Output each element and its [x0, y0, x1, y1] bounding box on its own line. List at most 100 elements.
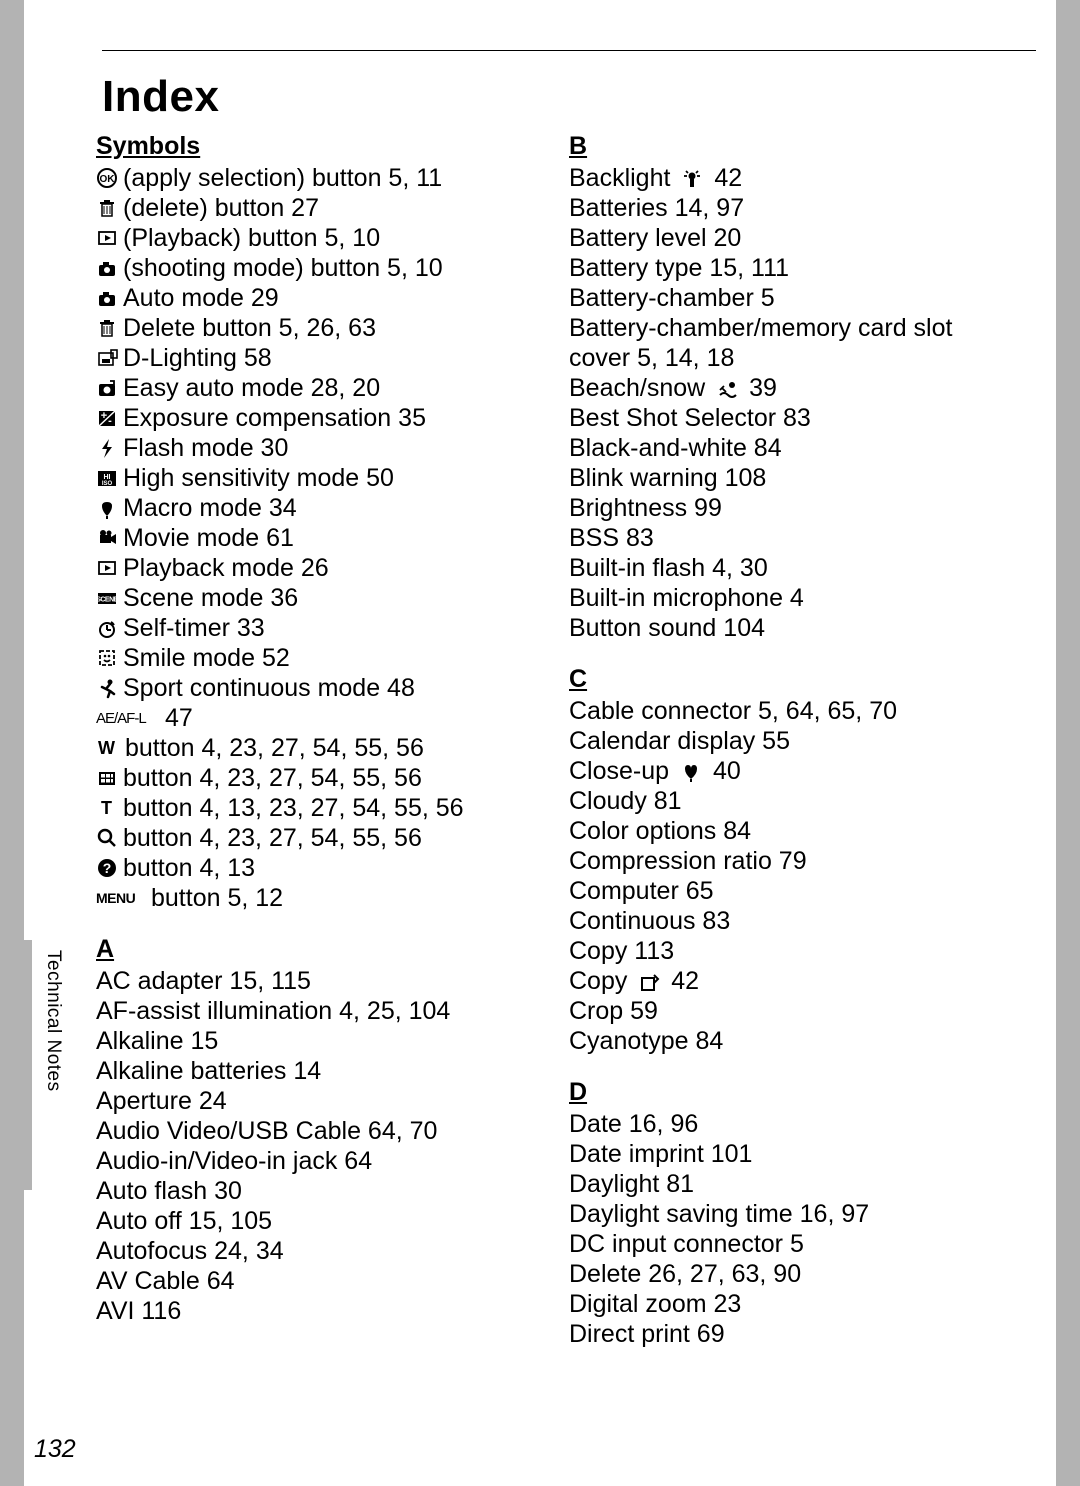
index-entry: Alkaline batteries 14	[96, 1056, 543, 1086]
index-entry-text: button 4, 13, 23, 27, 54, 55, 56	[123, 793, 464, 823]
index-content: Symbols (apply selection) button 5, 11(d…	[96, 132, 1016, 1349]
index-entry-text: Battery type 15, 111	[569, 254, 789, 282]
w-icon	[96, 737, 120, 759]
help-icon	[96, 857, 118, 879]
index-entry-text: Best Shot Selector 83	[569, 404, 811, 432]
play-box-icon	[96, 557, 118, 579]
index-entry-text: AC adapter 15, 115	[96, 966, 311, 996]
page-number: 132	[34, 1435, 76, 1464]
index-entry: Flash mode 30	[96, 433, 543, 463]
trash-icon	[96, 197, 118, 219]
index-entry: Battery level 20	[569, 223, 1016, 253]
index-entry-text: Easy auto mode 28, 20	[123, 373, 380, 403]
index-entry: Date imprint 101	[569, 1139, 1016, 1169]
index-entry-text: button 4, 13	[123, 853, 255, 883]
index-entry: Batteries 14, 97	[569, 193, 1016, 223]
index-entry-text: Date imprint 101	[569, 1140, 752, 1168]
index-entry-text: Computer 65	[569, 877, 714, 905]
index-entry-text: button 4, 23, 27, 54, 55, 56	[123, 763, 422, 793]
index-entry-text: Button sound 104	[569, 614, 765, 642]
index-entry: Close-up 40	[569, 756, 1016, 786]
index-entry-text: button 4, 23, 27, 54, 55, 56	[125, 733, 424, 763]
index-entry-text: Sport continuous mode 48	[123, 673, 415, 703]
trash-icon	[96, 317, 118, 339]
index-entry-text: Aperture 24	[96, 1086, 227, 1116]
index-entry: High sensitivity mode 50	[96, 463, 543, 493]
index-entry: button 5, 12	[96, 883, 543, 913]
index-entry-text: Playback mode 26	[123, 553, 329, 583]
index-entry-text: Continuous 83	[569, 907, 730, 935]
index-entry: Cable connector 5, 64, 65, 70	[569, 696, 1016, 726]
index-entry: Battery-chamber 5	[569, 283, 1016, 313]
index-entry: Audio Video/USB Cable 64, 70	[96, 1116, 543, 1146]
beach-icon	[716, 378, 738, 400]
index-entry-pages: 42	[664, 967, 699, 995]
index-entry-text: Color options 84	[569, 817, 751, 845]
index-entry-text: Self-timer 33	[123, 613, 265, 643]
index-entry-text: AVI 116	[96, 1296, 181, 1326]
index-entry: Aperture 24	[96, 1086, 543, 1116]
index-entry: Digital zoom 23	[569, 1289, 1016, 1319]
index-entry-text: Daylight saving time 16, 97	[569, 1200, 869, 1228]
index-entry-text: Flash mode 30	[123, 433, 288, 463]
index-entry-text: Audio Video/USB Cable 64, 70	[96, 1116, 437, 1146]
index-entry: (apply selection) button 5, 11	[96, 163, 543, 193]
index-entry-text: Copy 113	[569, 937, 674, 965]
iso-icon	[96, 467, 118, 489]
index-entry: Backlight 42	[569, 163, 1016, 193]
index-entry-text: BSS 83	[569, 524, 654, 552]
index-entry-pages: 42	[707, 164, 742, 192]
side-label: Technical Notes	[42, 950, 64, 1092]
index-entry-text: Cable connector 5, 64, 65, 70	[569, 697, 897, 725]
index-entry: AVI 116	[96, 1296, 543, 1326]
timer-icon	[96, 617, 118, 639]
index-entry-text: Built-in flash 4, 30	[569, 554, 768, 582]
index-entry: Copy 42	[569, 966, 1016, 996]
index-entry-text: Black-and-white 84	[569, 434, 782, 462]
index-entry-text: Calendar display 55	[569, 727, 790, 755]
index-entry-text: Backlight	[569, 164, 677, 192]
index-entry: AV Cable 64	[96, 1266, 543, 1296]
section-head-c: C	[569, 665, 1016, 694]
index-entry: Easy auto mode 28, 20	[96, 373, 543, 403]
index-entry-text: Compression ratio 79	[569, 847, 807, 875]
index-entry: Blink warning 108	[569, 463, 1016, 493]
index-entry: Sport continuous mode 48	[96, 673, 543, 703]
index-entry-text: AV Cable 64	[96, 1266, 235, 1296]
index-entry-text: (shooting mode) button 5, 10	[123, 253, 443, 283]
index-entry: Daylight 81	[569, 1169, 1016, 1199]
index-entry-text: Movie mode 61	[123, 523, 294, 553]
index-entry: Delete 26, 27, 63, 90	[569, 1259, 1016, 1289]
camera-icon	[96, 257, 118, 279]
index-entry-text: Alkaline batteries 14	[96, 1056, 321, 1086]
index-entry-text: Audio-in/Video-in jack 64	[96, 1146, 372, 1176]
index-entry: Macro mode 34	[96, 493, 543, 523]
index-entry: Movie mode 61	[96, 523, 543, 553]
copy-icon	[638, 971, 660, 993]
index-entry-text: Cloudy 81	[569, 787, 682, 815]
top-rule	[102, 50, 1036, 51]
index-entry: Audio-in/Video-in jack 64	[96, 1146, 543, 1176]
index-entry: Battery-chamber/memory card slot cover 5…	[569, 313, 1016, 373]
index-entry: Direct print 69	[569, 1319, 1016, 1349]
index-entry: button 4, 23, 27, 54, 55, 56	[96, 763, 543, 793]
index-entry-text: button 5, 12	[151, 883, 283, 913]
aeaf-icon	[96, 707, 160, 729]
camera-icon	[96, 287, 118, 309]
index-entry: (delete) button 27	[96, 193, 543, 223]
index-entry: AC adapter 15, 115	[96, 966, 543, 996]
index-entry: Daylight saving time 16, 97	[569, 1199, 1016, 1229]
index-entry-text: High sensitivity mode 50	[123, 463, 394, 493]
index-entry: DC input connector 5	[569, 1229, 1016, 1259]
page-title: Index	[102, 72, 219, 122]
index-entry: Color options 84	[569, 816, 1016, 846]
index-entry: Playback mode 26	[96, 553, 543, 583]
index-entry-text: DC input connector 5	[569, 1230, 804, 1258]
index-entry: (shooting mode) button 5, 10	[96, 253, 543, 283]
index-entry-text: Battery-chamber 5	[569, 284, 775, 312]
index-entry-text: Direct print 69	[569, 1320, 725, 1348]
index-entry: button 4, 23, 27, 54, 55, 56	[96, 733, 543, 763]
index-entry: Alkaline 15	[96, 1026, 543, 1056]
index-entry: Built-in microphone 4	[569, 583, 1016, 613]
index-entry-text: Digital zoom 23	[569, 1290, 741, 1318]
